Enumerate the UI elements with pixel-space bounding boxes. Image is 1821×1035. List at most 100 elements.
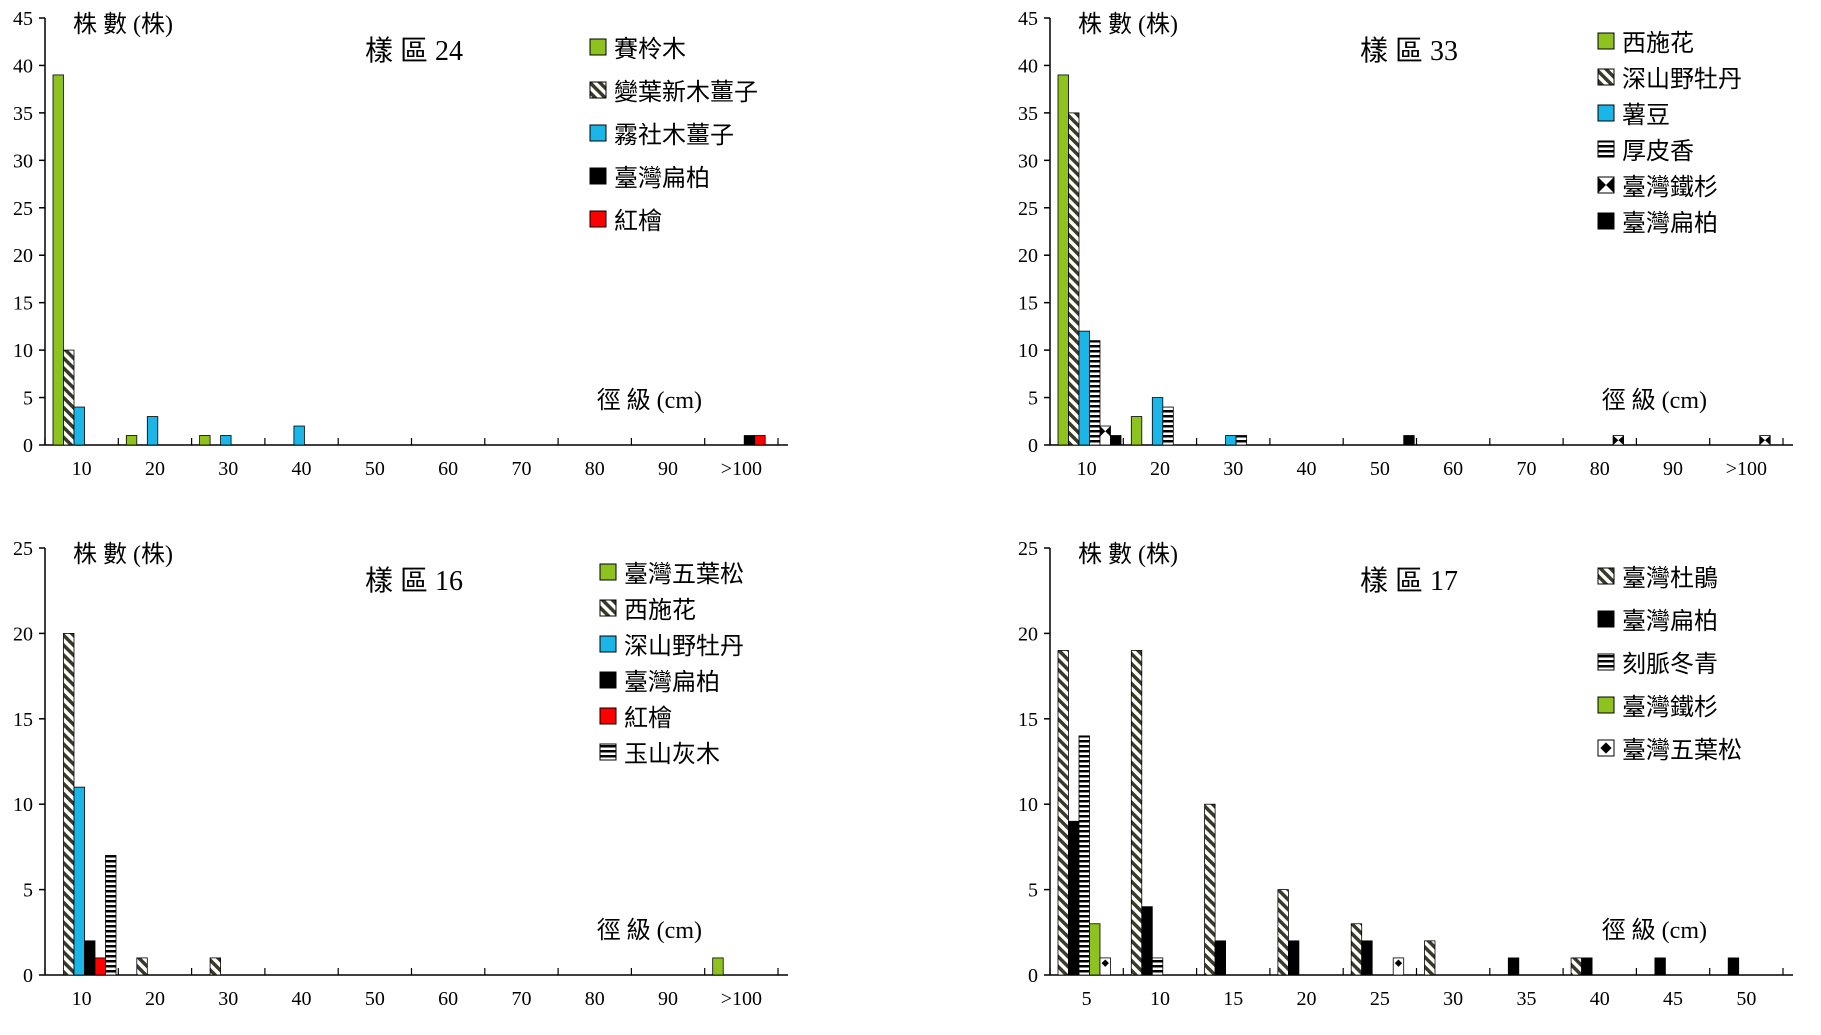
legend-swatch (1597, 140, 1615, 158)
bar (146, 416, 159, 446)
y-tick-label: 45 (13, 8, 33, 30)
bar (1277, 889, 1289, 976)
x-tick-label: 50 (365, 988, 385, 1010)
bar (1089, 923, 1101, 976)
x-tick-label: 40 (1297, 458, 1317, 480)
bar (209, 957, 222, 976)
legend-label: 變葉新木薑子 (614, 79, 758, 106)
y-tick-label: 35 (13, 103, 33, 125)
legend-swatch (1597, 653, 1615, 671)
chart-title: 樣 區 33 (1360, 35, 1458, 67)
y-tick-label: 10 (1018, 794, 1038, 816)
legend-label: 臺灣鐵杉 (1622, 694, 1718, 721)
x-tick-label: 20 (145, 458, 165, 480)
bar (1151, 957, 1164, 976)
x-tick-label: 15 (1223, 988, 1243, 1010)
y-tick-label: 20 (13, 245, 33, 267)
y-tick-label: 25 (1018, 198, 1038, 220)
x-axis-label: 徑 級 (cm) (1602, 917, 1707, 944)
x-tick-label: >100 (1726, 458, 1767, 480)
chart-panel-plot-33: 0 5 10 15 20 25 30 35 40 45 10 20 30 40 50 60 70 80 90 >100… (1018, 8, 1793, 480)
bar (220, 435, 232, 446)
y-tick-label: 20 (1018, 623, 1038, 645)
y-tick-label: 10 (13, 340, 33, 362)
y-tick-label: 25 (13, 538, 33, 560)
bar (1235, 435, 1247, 446)
bar (1068, 112, 1080, 446)
bar (1288, 940, 1300, 976)
bar (1424, 940, 1436, 976)
legend-label: 刻脈冬青 (1622, 651, 1718, 678)
bar (125, 435, 138, 446)
legend-label: 臺灣杜鵑 (1622, 565, 1718, 592)
chart-title: 樣 區 24 (365, 35, 463, 67)
legend-swatch (1597, 567, 1615, 585)
x-tick-label: 80 (1590, 458, 1610, 480)
legend-label: 臺灣扁柏 (614, 165, 710, 192)
legend-swatch (1597, 32, 1615, 50)
y-tick-label: 15 (13, 709, 33, 731)
bar (1403, 435, 1415, 446)
y-tick-label: 0 (1028, 435, 1038, 457)
x-tick-label: 40 (1590, 988, 1610, 1010)
legend-label: 紅檜 (624, 705, 672, 732)
x-tick-label: 25 (1370, 988, 1390, 1010)
bar (52, 74, 64, 446)
legend-swatch (599, 599, 617, 617)
legend-swatch (599, 671, 617, 689)
y-tick-label: 30 (13, 150, 33, 172)
legend-swatch (599, 707, 617, 725)
bar (712, 957, 724, 976)
x-tick-label: 35 (1516, 988, 1536, 1010)
legend-label: 臺灣鐵杉 (1622, 174, 1718, 201)
bar (1110, 435, 1122, 446)
bar (1151, 397, 1164, 446)
bar (1057, 650, 1069, 976)
x-tick-label: 45 (1663, 988, 1683, 1010)
legend-swatch (599, 743, 617, 761)
bar (1654, 957, 1666, 976)
x-tick-label: 20 (145, 988, 165, 1010)
x-tick-label: 40 (292, 988, 312, 1010)
x-tick-label: >100 (721, 458, 762, 480)
y-tick-label: 5 (23, 880, 33, 902)
bar (1507, 957, 1520, 976)
x-tick-label: 5 (1082, 988, 1092, 1010)
x-tick-label: 90 (1663, 458, 1683, 480)
x-tick-label: 10 (1077, 458, 1097, 480)
bar (84, 940, 96, 976)
y-tick-label: 25 (13, 198, 33, 220)
bar (1204, 803, 1216, 976)
x-tick-label: 50 (1370, 458, 1390, 480)
x-tick-label: 60 (1443, 458, 1463, 480)
bar (199, 435, 211, 446)
y-tick-label: 10 (13, 794, 33, 816)
y-axis-label: 株 數 (株) (73, 11, 173, 38)
bar (1130, 650, 1143, 976)
y-tick-label: 5 (23, 388, 33, 410)
legend-label: 臺灣五葉松 (624, 561, 744, 588)
x-tick-label: 20 (1150, 458, 1170, 480)
x-tick-label: 80 (585, 458, 605, 480)
legend-label: 臺灣扁柏 (624, 669, 720, 696)
y-tick-label: 20 (1018, 245, 1038, 267)
x-tick-label: 30 (1443, 988, 1463, 1010)
x-tick-label: 70 (1516, 458, 1536, 480)
chart-panel-plot-24: 0 5 10 15 20 25 30 35 40 45 10 20 30 40 50 60 70 80 90 >100… (13, 8, 788, 480)
x-tick-label: 10 (72, 458, 92, 480)
bar (1581, 957, 1593, 976)
bar (94, 957, 106, 976)
y-axis-label: 株 數 (株) (1078, 541, 1178, 568)
bar (1078, 330, 1090, 446)
x-tick-label: 30 (218, 458, 238, 480)
legend-label: 霧社木薑子 (614, 122, 734, 149)
legend-label: 玉山灰木 (624, 741, 720, 768)
bar (1162, 406, 1174, 446)
y-tick-label: 40 (1018, 55, 1038, 77)
legend-label: 西施花 (1622, 30, 1694, 57)
y-tick-label: 25 (1018, 538, 1038, 560)
x-tick-label: 30 (218, 988, 238, 1010)
chart-title: 樣 區 17 (1360, 565, 1458, 597)
bar (1078, 735, 1090, 976)
x-tick-label: 50 (1736, 988, 1756, 1010)
